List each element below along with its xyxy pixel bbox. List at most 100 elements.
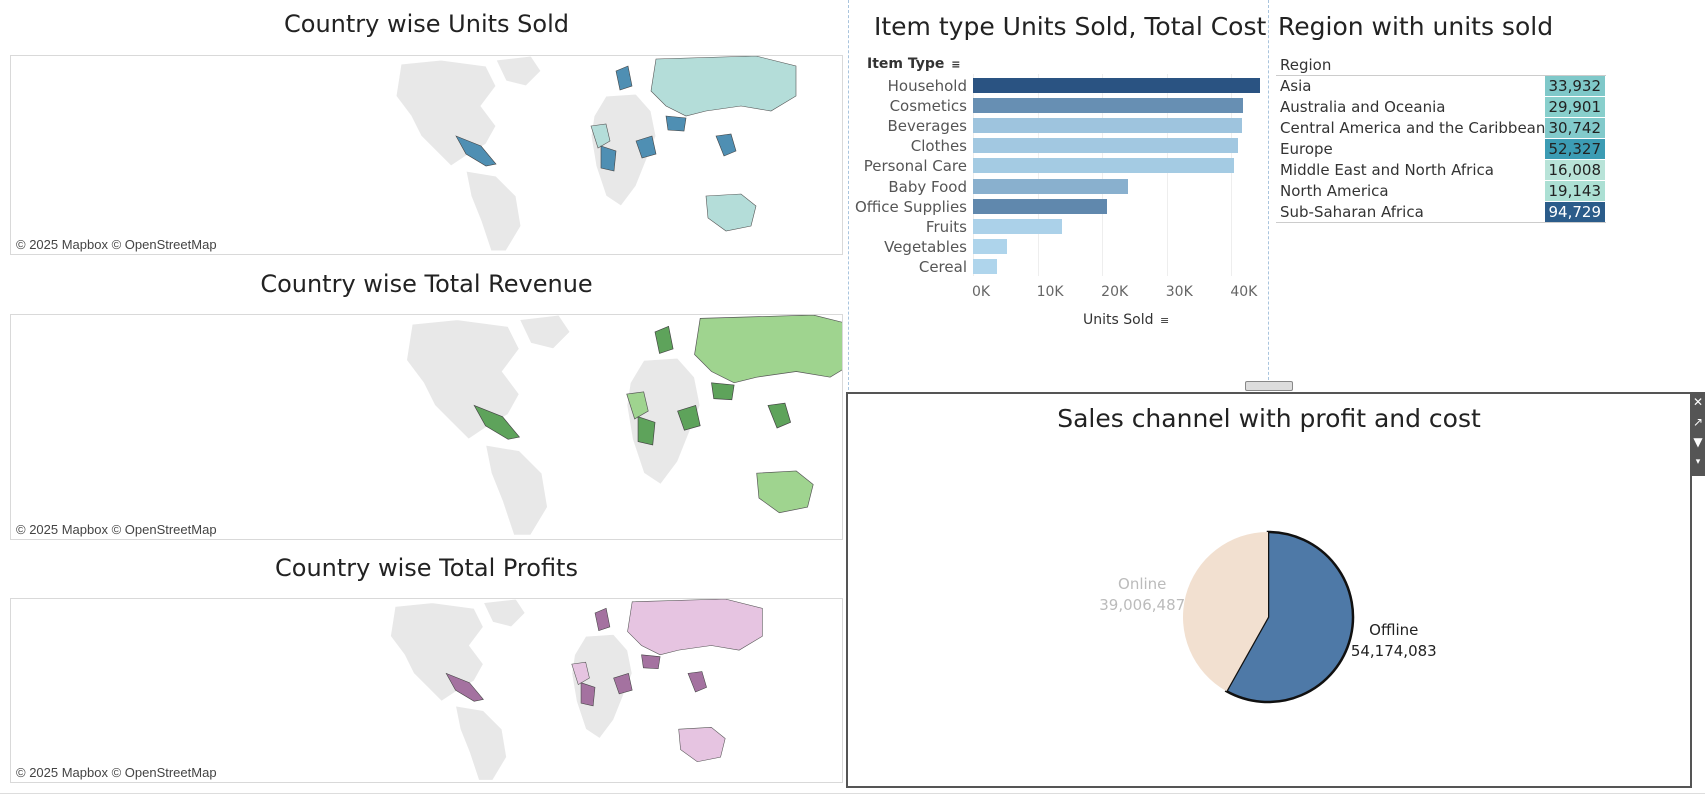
- map-country[interactable]: [756, 470, 814, 514]
- units-map[interactable]: © 2025 Mapbox © OpenStreetMap: [10, 55, 843, 255]
- bar-category-label[interactable]: Personal Care: [863, 157, 967, 176]
- map-country[interactable]: [615, 65, 633, 91]
- region-units-cell[interactable]: 33,932: [1545, 76, 1605, 96]
- item-type-header-label: Item Type: [867, 56, 945, 72]
- profits-map-title: Country wise Total Profits: [275, 554, 578, 582]
- bar[interactable]: [973, 198, 1108, 214]
- map-country[interactable]: [626, 391, 649, 420]
- sort-icon[interactable]: ≡: [951, 58, 961, 71]
- x-tick-label: 20K: [1101, 284, 1129, 300]
- bar[interactable]: [973, 178, 1128, 194]
- sales-channel-pie[interactable]: [848, 394, 1690, 786]
- map-country[interactable]: [654, 325, 674, 354]
- map-landmass: [405, 315, 701, 536]
- map-country[interactable]: [473, 404, 521, 440]
- bar[interactable]: [973, 218, 1063, 234]
- filter-icon[interactable]: ▼: [1693, 435, 1703, 449]
- map-country[interactable]: [711, 382, 735, 401]
- profits-map-canvas[interactable]: [11, 599, 843, 783]
- map-country[interactable]: [694, 315, 843, 384]
- bar-category-label[interactable]: Household: [887, 77, 967, 95]
- bar-category-label[interactable]: Clothes: [910, 137, 967, 156]
- bar[interactable]: [973, 138, 1238, 154]
- more-icon[interactable]: ▾: [1695, 457, 1701, 467]
- region-name[interactable]: Sub-Saharan Africa: [1280, 203, 1424, 221]
- map-country[interactable]: [637, 416, 656, 446]
- region-name[interactable]: North America: [1280, 182, 1389, 200]
- profits-map[interactable]: © 2025 Mapbox © OpenStreetMap: [10, 598, 843, 783]
- map-attribution[interactable]: © 2025 Mapbox © OpenStreetMap: [16, 522, 217, 537]
- sales-channel-panel[interactable]: Sales channel with profit and cost Offli…: [846, 392, 1692, 788]
- bar[interactable]: [973, 78, 1261, 93]
- map-country[interactable]: [767, 402, 792, 429]
- region-name[interactable]: Asia: [1280, 77, 1312, 95]
- region-units-cell[interactable]: 94,729: [1545, 202, 1605, 222]
- region-name[interactable]: Central America and the Caribbean: [1280, 119, 1546, 137]
- bar[interactable]: [973, 98, 1243, 114]
- bar[interactable]: [973, 158, 1234, 174]
- region-units-cell[interactable]: 19,143: [1545, 181, 1605, 201]
- bar[interactable]: [973, 258, 997, 274]
- sort-icon[interactable]: ≡: [1159, 314, 1170, 327]
- map-country[interactable]: [445, 672, 484, 702]
- resize-grip[interactable]: [1245, 381, 1293, 391]
- region-header[interactable]: Region: [1280, 56, 1332, 74]
- x-tick-label: 40K: [1230, 284, 1258, 300]
- bar-category-label[interactable]: Vegetables: [884, 237, 967, 256]
- bar-gridline: [1231, 74, 1233, 276]
- map-country[interactable]: [455, 135, 497, 167]
- revenue-map-canvas[interactable]: [11, 315, 843, 540]
- units-map-canvas[interactable]: [11, 56, 843, 255]
- bar-category-label[interactable]: Cosmetics: [889, 97, 967, 116]
- region-name[interactable]: Australia and Oceania: [1280, 98, 1446, 116]
- pie-label-value: 54,174,083: [1350, 641, 1437, 660]
- map-country[interactable]: [580, 682, 596, 707]
- region-units-cell[interactable]: 29,901: [1545, 97, 1605, 117]
- map-country[interactable]: [594, 607, 611, 631]
- region-units-cell[interactable]: 52,327: [1545, 139, 1605, 159]
- map-landmass: [389, 599, 633, 781]
- bar-category-label[interactable]: Baby Food: [888, 177, 967, 196]
- pie-label-name: Offline: [1369, 620, 1419, 639]
- map-country[interactable]: [678, 727, 726, 763]
- map-country[interactable]: [613, 673, 633, 695]
- bar-category-label[interactable]: Beverages: [887, 117, 967, 136]
- bottom-rule: [0, 793, 1705, 794]
- region-name[interactable]: Europe: [1280, 140, 1333, 158]
- bar[interactable]: [973, 118, 1242, 134]
- map-country[interactable]: [627, 599, 763, 656]
- map-attribution[interactable]: © 2025 Mapbox © OpenStreetMap: [16, 237, 217, 252]
- item-type-title: Item type Units Sold, Total Cost: [874, 12, 1267, 41]
- close-icon[interactable]: ✕: [1692, 395, 1704, 409]
- map-country[interactable]: [715, 133, 737, 157]
- region-header-rule: [1276, 75, 1606, 76]
- bar-category-label[interactable]: Office Supplies: [854, 197, 967, 216]
- pie-slice-online[interactable]: [1183, 532, 1268, 692]
- map-attribution[interactable]: © 2025 Mapbox © OpenStreetMap: [16, 765, 217, 780]
- pie-label-name: Online: [1118, 575, 1167, 594]
- map-country[interactable]: [571, 661, 590, 685]
- item-type-header[interactable]: Item Type ≡: [867, 56, 960, 72]
- bar-gridline: [1102, 74, 1104, 276]
- units-sold-axis-title[interactable]: Units Sold ≡: [1083, 312, 1169, 328]
- bar[interactable]: [973, 238, 1007, 254]
- map-country[interactable]: [635, 135, 657, 159]
- x-tick-label: 30K: [1165, 284, 1193, 300]
- bar-gridline: [973, 74, 974, 276]
- region-name[interactable]: Middle East and North Africa: [1280, 161, 1494, 179]
- popout-icon[interactable]: ↗: [1692, 415, 1704, 429]
- map-country[interactable]: [641, 654, 661, 670]
- region-units-cell[interactable]: 16,008: [1545, 160, 1605, 180]
- map-country[interactable]: [677, 404, 701, 431]
- region-units-cell[interactable]: 30,742: [1545, 118, 1605, 138]
- map-country[interactable]: [705, 193, 757, 232]
- bar-category-label[interactable]: Cereal: [918, 257, 967, 276]
- map-country[interactable]: [590, 123, 611, 149]
- pie-slice-offline[interactable]: [1224, 530, 1355, 704]
- map-country[interactable]: [650, 56, 797, 117]
- map-country[interactable]: [687, 671, 707, 693]
- bar-category-label[interactable]: Fruits: [925, 217, 967, 236]
- map-country[interactable]: [600, 145, 617, 172]
- map-country[interactable]: [665, 115, 687, 132]
- revenue-map[interactable]: © 2025 Mapbox © OpenStreetMap: [10, 314, 843, 540]
